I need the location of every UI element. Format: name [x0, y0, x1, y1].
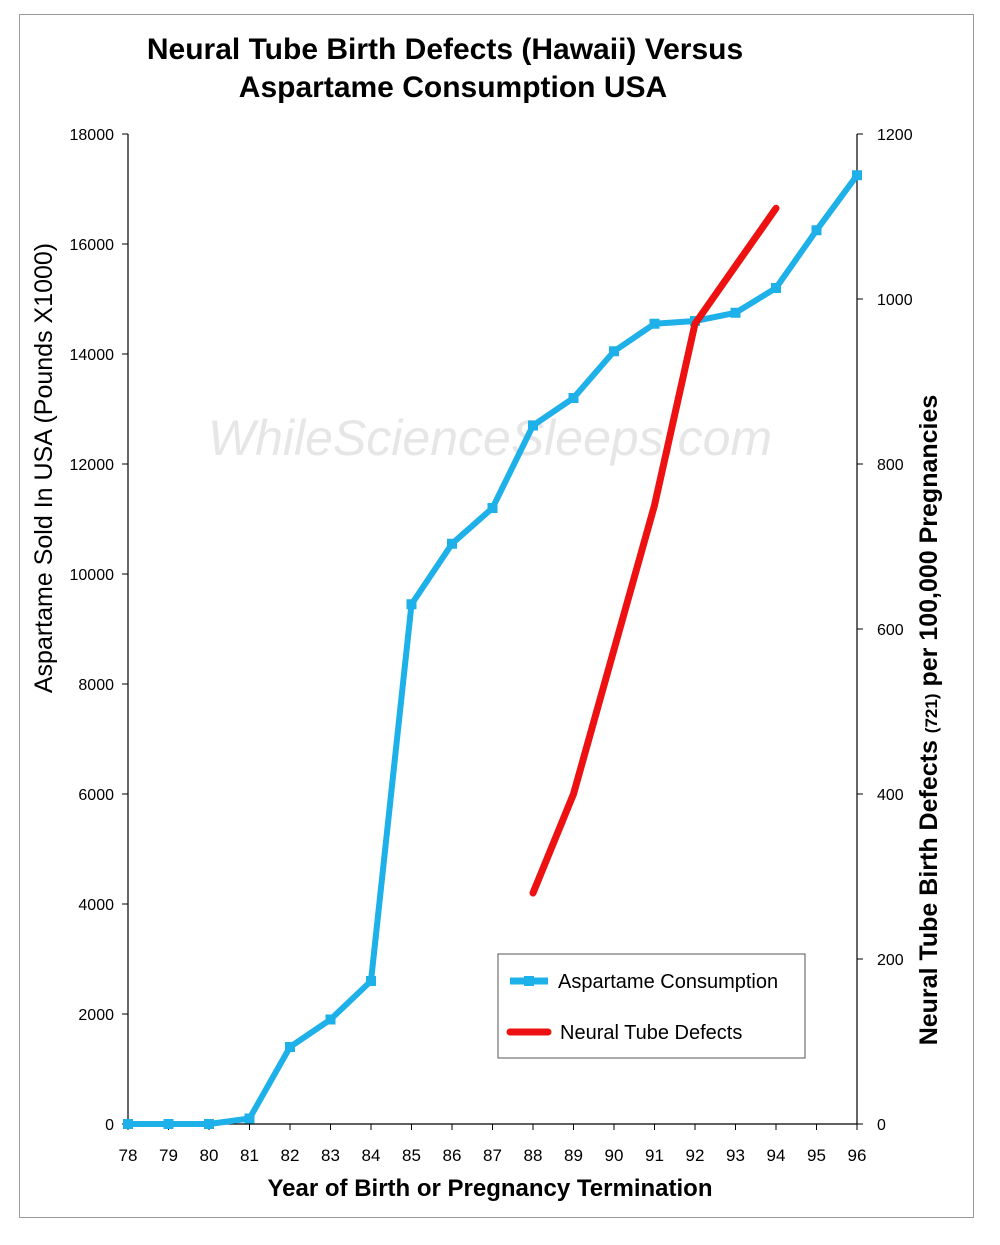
y-right-tick-label: 800 — [877, 457, 904, 474]
data-point-aspartame — [811, 225, 822, 236]
legend-label-aspartame: Aspartame Consumption — [558, 971, 778, 993]
y-right-tick-label: 1200 — [877, 127, 913, 144]
x-tick-label: 93 — [726, 1146, 745, 1165]
x-tick-label: 89 — [564, 1146, 583, 1165]
x-tick-label: 88 — [524, 1146, 543, 1165]
chart-title-line-1: Neural Tube Birth Defects (Hawaii) Versu… — [147, 33, 743, 66]
y-left-tick-label: 2000 — [78, 1007, 114, 1024]
data-point-aspartame — [528, 420, 538, 431]
data-point-aspartame — [568, 393, 579, 403]
x-tick-label: 90 — [605, 1146, 624, 1165]
chart-title-line-2: Aspartame Consumption USA — [239, 71, 667, 104]
x-tick-label: 86 — [443, 1146, 462, 1165]
legend: Aspartame Consumption Neural Tube Defect… — [497, 953, 806, 1059]
y-left-tick-label: 8000 — [78, 677, 114, 694]
y-right-tick-label: 600 — [877, 622, 904, 639]
x-tick-label: 79 — [159, 1146, 178, 1165]
y-right-tick-label: 400 — [877, 787, 904, 804]
data-point-aspartame — [123, 1119, 133, 1129]
data-point-aspartame — [609, 346, 619, 357]
data-point-aspartame — [204, 1119, 214, 1129]
data-point-aspartame — [649, 318, 660, 329]
y-axis-right-label-part3: per 100,000 Pregnancies — [915, 395, 943, 694]
y-left-tick-label: 10000 — [70, 567, 115, 584]
x-tick-label: 95 — [807, 1146, 826, 1165]
x-tick-label: 81 — [240, 1146, 259, 1165]
x-tick-label: 92 — [686, 1146, 705, 1165]
data-point-aspartame — [771, 283, 781, 293]
x-axis-label: Year of Birth or Pregnancy Termination — [268, 1175, 713, 1202]
y-left-tick-label: 6000 — [78, 787, 114, 804]
data-point-aspartame — [406, 599, 417, 610]
y-right-tick-label: 0 — [877, 1117, 886, 1134]
x-tick-label: 82 — [281, 1146, 300, 1165]
y-right-tick-label: 1000 — [877, 292, 913, 309]
chart-frame — [19, 14, 974, 1218]
data-point-aspartame — [244, 1113, 255, 1124]
x-tick-label: 80 — [200, 1146, 219, 1165]
x-tick-label: 84 — [362, 1146, 381, 1165]
x-tick-label: 83 — [321, 1146, 340, 1165]
data-point-aspartame — [447, 538, 457, 549]
x-tick-label: 91 — [645, 1146, 664, 1165]
axes: 0200040006000800010000120001400016000180… — [70, 127, 913, 1165]
y-left-tick-label: 4000 — [78, 897, 114, 914]
y-axis-right-label-part1: Neural Tube Birth Defects — [915, 733, 943, 1045]
data-point-aspartame — [852, 170, 862, 181]
y-left-tick-label: 14000 — [70, 347, 115, 364]
x-tick-label: 94 — [767, 1146, 786, 1165]
y-left-tick-label: 12000 — [70, 457, 115, 474]
data-point-aspartame — [366, 976, 376, 986]
y-axis-right-label: Neural Tube Birth Defects (721) per 100,… — [915, 395, 943, 1046]
y-axis-left-label: Aspartame Sold In USA (Pounds X1000) — [30, 243, 58, 693]
watermark: WhileScienceSleeps.com — [208, 410, 772, 466]
data-point-aspartame — [285, 1042, 295, 1052]
x-tick-label: 78 — [119, 1146, 138, 1165]
legend-marker-aspartame — [524, 976, 534, 986]
series-layer — [123, 170, 862, 1129]
series-line-neural-tube — [529, 204, 780, 897]
data-point-aspartame — [325, 1014, 336, 1025]
legend-box — [497, 953, 806, 1059]
data-point-aspartame — [730, 307, 741, 318]
y-left-tick-label: 16000 — [70, 237, 115, 254]
y-left-tick-label: 18000 — [70, 127, 115, 144]
data-point-aspartame — [163, 1119, 174, 1129]
y-left-tick-label: 0 — [105, 1117, 114, 1134]
legend-label-neural-tube: Neural Tube Defects — [560, 1022, 742, 1044]
y-right-tick-label: 200 — [877, 952, 904, 969]
x-tick-label: 85 — [402, 1146, 421, 1165]
x-tick-label: 87 — [483, 1146, 502, 1165]
x-tick-label: 96 — [848, 1146, 867, 1165]
data-point-aspartame — [487, 503, 498, 513]
y-axis-right-label-part2: (721) — [922, 694, 941, 734]
